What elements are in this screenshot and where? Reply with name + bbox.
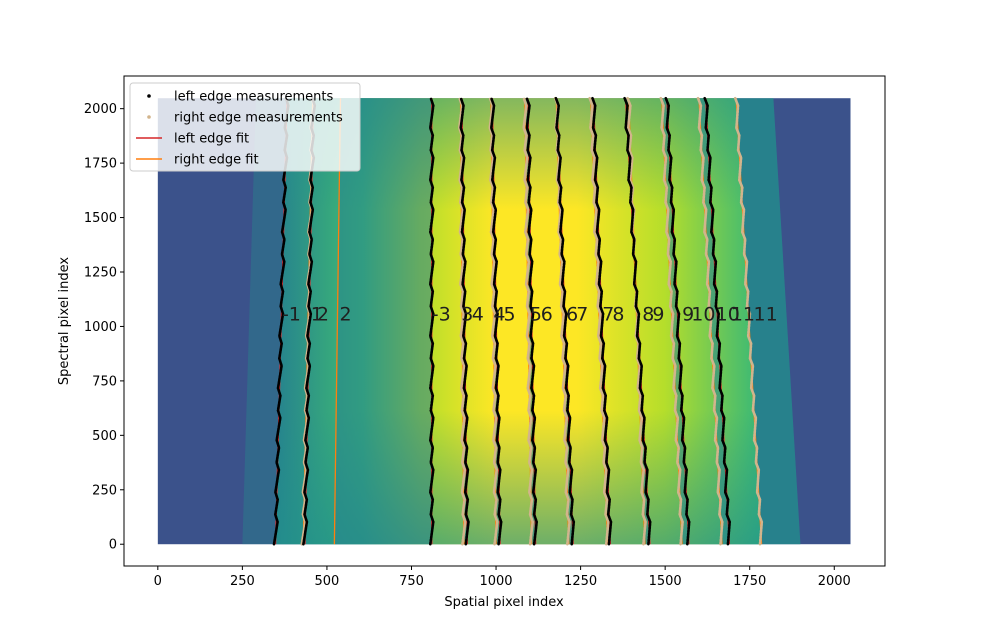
slit-label: 10: [716, 303, 740, 325]
left-edge-measurement-trace: [428, 96, 435, 546]
y-tick-label: 0: [109, 538, 117, 553]
right-edge-measurement-trace: [588, 96, 610, 546]
y-axis-label: Spectral pixel index: [57, 257, 72, 386]
y-tick-label: 2000: [84, 102, 117, 117]
slit-label: 7: [576, 303, 588, 325]
right-edge-measurement-trace: [696, 96, 724, 546]
right-edge-measurement-trace: [522, 96, 535, 546]
x-axis-ticks: 0 250 500 750 1000 1250 1500 1750 2000: [154, 566, 851, 589]
y-tick-label: 750: [92, 374, 117, 389]
left-edge-measurement-trace: [272, 96, 290, 546]
left-edge-measurement-trace: [554, 96, 576, 546]
y-tick-label: 250: [92, 483, 117, 498]
y-tick-label: 500: [92, 429, 117, 444]
right-edge-measurement-trace: [488, 96, 499, 546]
edge-measurements: [272, 96, 764, 546]
legend-entry-label: right edge measurements: [174, 111, 343, 126]
scattered-light-band: [736, 98, 801, 545]
y-tick-label: 1000: [84, 320, 117, 335]
right-edge-measurement-trace: [659, 96, 684, 546]
slit-label: 11: [754, 303, 778, 325]
legend-entry-label: left edge fit: [174, 132, 249, 147]
left-edge-measurement-trace: [703, 96, 732, 546]
slit-label: 7: [602, 303, 614, 325]
slit-label: 9: [682, 303, 694, 325]
legend-box: [129, 82, 361, 172]
y-tick-label: 1500: [84, 211, 117, 226]
x-tick-label: 1000: [479, 574, 512, 589]
axes-frame: [123, 75, 886, 567]
slit-label: 8: [612, 303, 624, 325]
slit-label: 4: [472, 303, 484, 325]
y-tick-label: 1250: [84, 266, 117, 281]
slit-label: 1: [311, 303, 323, 325]
left-edge-measurement-trace: [664, 96, 691, 546]
legend-marker: [147, 94, 151, 98]
slit-label: 9: [652, 303, 664, 325]
y-tick-label: 1750: [84, 157, 117, 172]
left-edge-measurement-trace: [459, 96, 470, 546]
slit-label: 4: [493, 303, 505, 325]
right-edge-fit-line: [333, 98, 342, 545]
slit-label: 10: [691, 303, 715, 325]
x-tick-label: 1500: [649, 574, 682, 589]
left-scatter-band: [242, 98, 288, 545]
slit-label: 3: [461, 303, 473, 325]
legend: left edge measurements right edge measure…: [129, 82, 361, 172]
slit-label: 2: [339, 303, 351, 325]
slit-label: 6: [566, 303, 578, 325]
x-tick-label: 250: [230, 574, 255, 589]
right-edge-measurement-trace: [733, 96, 764, 546]
left-edge-measurement-trace: [489, 96, 503, 546]
x-tick-label: 750: [399, 574, 424, 589]
left-edge-measurement-trace: [302, 96, 317, 546]
x-tick-label: 0: [154, 574, 162, 589]
right-edge-measurement-trace: [457, 96, 467, 546]
y-axis-ticks: 0 250 500 750 1000 1250 1500 1750 2000: [84, 102, 124, 553]
x-tick-label: 500: [315, 574, 340, 589]
slit-label: 6: [541, 303, 553, 325]
slit-label: -1: [282, 303, 301, 325]
x-tick-label: 2000: [818, 574, 851, 589]
left-edge-measurement-trace: [591, 96, 613, 546]
legend-entry-label: right edge fit: [174, 153, 259, 168]
slit-label: 5: [530, 303, 542, 325]
x-tick-label: 1750: [733, 574, 766, 589]
slit-label: 8: [642, 303, 654, 325]
x-axis-label: Spatial pixel index: [444, 595, 564, 610]
slit-label: 2: [317, 303, 329, 325]
slit-label: -3: [432, 303, 451, 325]
legend-entry-label: left edge measurements: [174, 90, 334, 105]
slit-label: 11: [731, 303, 755, 325]
x-tick-label: 1250: [564, 574, 597, 589]
left-edge-measurement-trace: [525, 96, 539, 546]
slit-gap: [334, 98, 432, 545]
legend-marker: [147, 115, 151, 119]
slit-label: 5: [504, 303, 516, 325]
left-edge-measurement-trace: [623, 96, 652, 546]
